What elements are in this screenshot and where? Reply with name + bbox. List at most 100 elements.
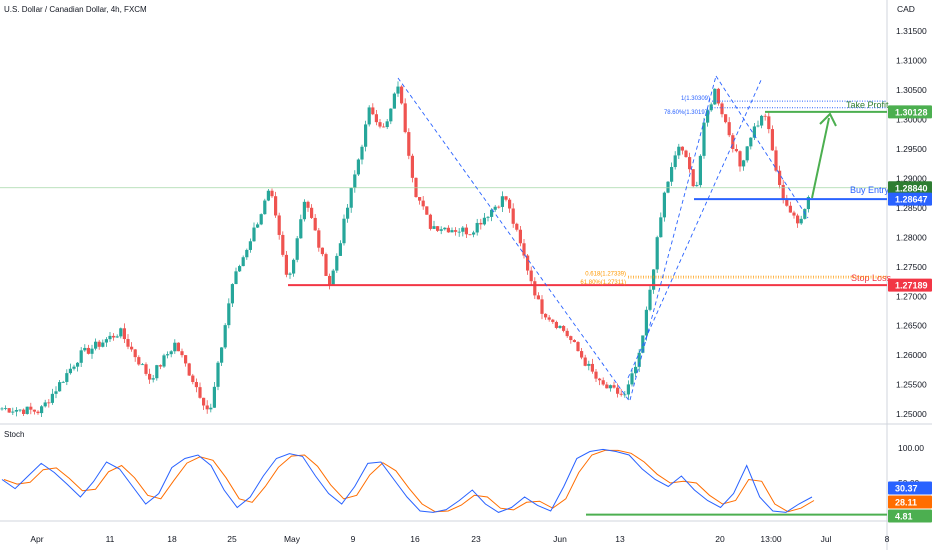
candle-body xyxy=(652,269,656,290)
candle-body xyxy=(634,366,638,374)
candle-body xyxy=(68,368,72,374)
candle-body xyxy=(209,407,213,410)
price-tick-label: 1.30000 xyxy=(896,114,927,124)
trend-line xyxy=(627,77,763,379)
candle-body xyxy=(259,214,263,225)
candle-body xyxy=(724,114,728,123)
candle-body xyxy=(720,103,724,115)
candle-body xyxy=(418,197,422,201)
candle-body xyxy=(598,378,602,381)
candle-body xyxy=(702,122,706,156)
candle-body xyxy=(356,159,360,175)
candle-body xyxy=(101,342,105,347)
candle-body xyxy=(742,160,746,167)
candle-body xyxy=(464,227,468,235)
stoch-d-line xyxy=(3,449,815,513)
candle-body xyxy=(281,234,285,255)
stoch-support-tag: 4.81 xyxy=(895,512,913,522)
candle-body xyxy=(608,385,612,389)
take-profit-tag: 1.30128 xyxy=(895,107,928,117)
candle-body xyxy=(716,88,720,104)
candle-body xyxy=(475,222,479,233)
candle-body xyxy=(162,355,166,367)
candle-body xyxy=(180,351,184,356)
candle-body xyxy=(454,230,458,232)
candle-body xyxy=(295,238,299,260)
candle-body xyxy=(655,237,659,270)
candle-body xyxy=(698,155,702,186)
candle-body xyxy=(7,408,11,413)
candle-body xyxy=(508,199,512,209)
candle-body xyxy=(670,167,674,182)
candle-body xyxy=(385,121,389,128)
candle-body xyxy=(191,375,195,382)
current-price-tag: 1.28840 xyxy=(895,183,928,193)
candle-body xyxy=(223,325,227,348)
candle-body xyxy=(274,196,278,216)
candle-body xyxy=(320,247,324,255)
candle-body xyxy=(72,366,76,369)
candle-body xyxy=(457,231,461,233)
candle-body xyxy=(331,270,335,286)
candle-body xyxy=(306,201,310,208)
candle-body xyxy=(572,340,576,343)
candle-body xyxy=(468,234,472,236)
candle-body xyxy=(644,309,648,336)
candle-body xyxy=(648,289,652,310)
candle-body xyxy=(684,150,688,158)
candle-body xyxy=(169,351,173,355)
candle-body xyxy=(511,208,515,224)
price-tick-label: 1.29000 xyxy=(896,173,927,183)
candle-body xyxy=(32,409,36,412)
candle-body xyxy=(554,321,558,328)
candle-body xyxy=(504,196,508,200)
candle-body xyxy=(576,342,580,352)
stoch-d-tag-bg xyxy=(888,495,932,509)
candle-body xyxy=(713,88,717,105)
candle-body xyxy=(756,125,760,127)
candle-body xyxy=(130,346,134,350)
candle-body xyxy=(173,342,177,352)
candle-body xyxy=(284,254,288,275)
candle-body xyxy=(378,122,382,127)
take-profit-label: Take Profit xyxy=(846,100,889,110)
candle-body xyxy=(806,196,810,210)
candle-body xyxy=(688,157,692,170)
price-tick-label: 1.26500 xyxy=(896,321,927,331)
candle-body xyxy=(277,215,281,235)
candle-body xyxy=(760,115,764,126)
candle-body xyxy=(580,351,584,358)
candle-body xyxy=(263,200,267,215)
candle-body xyxy=(396,86,400,94)
stoch-tick-label: 100.00 xyxy=(898,443,924,453)
candle-body xyxy=(428,214,432,229)
candle-body xyxy=(360,146,364,160)
candle-body xyxy=(205,405,209,410)
candle-body xyxy=(61,381,65,383)
time-tick-label: 18 xyxy=(167,534,177,544)
buy-entry-tag-bg xyxy=(888,192,932,206)
candle-body xyxy=(338,243,342,256)
time-tick-label: 20 xyxy=(715,534,725,544)
candle-body xyxy=(590,363,594,372)
candle-body xyxy=(594,371,598,379)
time-tick-label: May xyxy=(284,534,301,544)
time-tick-label: 13 xyxy=(615,534,625,544)
candle-body xyxy=(374,114,378,123)
candle-body xyxy=(11,411,15,413)
candle-body xyxy=(799,218,803,224)
trend-line xyxy=(715,75,809,219)
candle-body xyxy=(252,227,256,242)
candle-body xyxy=(104,339,108,343)
candle-body xyxy=(299,219,303,239)
candle-body xyxy=(680,146,684,151)
candle-body xyxy=(421,200,425,207)
trend-line xyxy=(397,77,631,403)
time-tick-label: Apr xyxy=(30,534,43,544)
candle-body xyxy=(450,230,454,233)
candle-body xyxy=(83,347,87,351)
candle-body xyxy=(446,227,450,233)
stop-loss-tag-bg xyxy=(888,278,932,292)
